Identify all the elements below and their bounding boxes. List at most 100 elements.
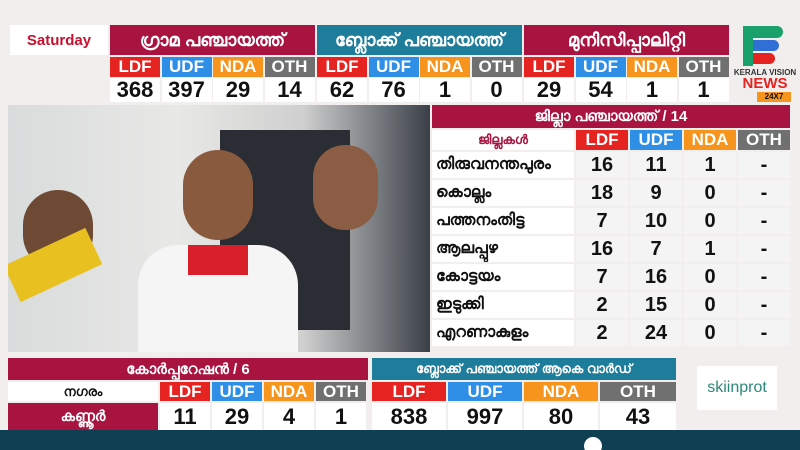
ward-udf: 997 [448,403,522,430]
oth-header: OTH [678,57,729,77]
district-name: ആലപ്പുഴ [432,236,574,262]
udf-header: UDF [448,382,522,401]
udf-seats: 24 [630,320,682,346]
district-row: തിരുവനന്തപുരം 16 11 1- [432,152,790,178]
district-row: പത്തനംതിട്ട 7 10 0- [432,208,790,234]
ldf-seats: 2 [576,292,628,318]
logo-news: NEWS [742,75,788,92]
district-name: കോട്ടയം [432,264,574,290]
sponsor-logo: skiinprot [697,366,777,410]
oth-seats: - [738,264,790,290]
corporation-panel: കോർപ്പറേഷൻ / 6 നഗരം LDF UDF NDA OTH കണ്ണ… [8,358,368,430]
ldf-seats: 2 [576,320,628,346]
nda-seats: 0 [684,320,736,346]
oth-seats: - [738,180,790,206]
oth-header: OTH [471,57,522,77]
ldf-header: LDF [160,382,210,401]
block-ward-panel: ബ്ലോക്ക് പഞ്ചായത്ത് ആകെ വാർഡ് LDF UDF ND… [372,358,676,430]
nda-count: 29 [213,77,263,102]
ldf-header: LDF [524,57,574,77]
district-row: ആലപ്പുഴ 16 7 1- [432,236,790,262]
district-row: ഇടുക്കി 2 15 0- [432,292,790,318]
corp-nda: 4 [264,403,314,430]
nda-count: 1 [420,77,470,102]
udf-header: UDF [212,382,262,401]
udf-seats: 15 [630,292,682,318]
ticker-dot-icon [584,437,602,450]
corporation-col-header: നഗരം [8,382,158,401]
board-title: ബ്ലോക്ക് പഞ്ചായത്ത് [317,25,522,55]
udf-count: 397 [161,77,212,102]
ldf-seats: 16 [576,152,628,178]
nda-header: NDA [524,382,598,401]
logo: KERALA VISION NEWS 24X7 [734,24,796,102]
block-ward-title: ബ്ലോക്ക് പഞ്ചായത്ത് ആകെ വാർഡ് [372,358,676,380]
ward-nda: 80 [524,403,598,430]
ldf-seats: 18 [576,180,628,206]
nda-header: NDA [264,382,314,401]
nda-header: NDA [627,57,677,77]
ldf-header: LDF [576,130,628,150]
ticker-bar [0,430,800,450]
nda-header: NDA [684,130,736,150]
ldf-header: LDF [372,382,446,401]
oth-header: OTH [316,382,366,401]
ldf-header: LDF [110,57,160,77]
udf-count: 76 [368,77,419,102]
udf-count: 54 [575,77,626,102]
district-name: കൊല്ലം [432,180,574,206]
ldf-header: LDF [317,57,367,77]
ldf-count: 29 [524,77,574,102]
nda-seats: 1 [684,152,736,178]
video-feed [8,105,430,352]
corp-ldf: 11 [160,403,210,430]
oth-seats: - [738,292,790,318]
nda-header: NDA [420,57,470,77]
district-name: എറണാകുളം [432,320,574,346]
district-col-header: ജില്ലകൾ [432,130,574,150]
udf-seats: 7 [630,236,682,262]
oth-header: OTH [738,130,790,150]
corp-udf: 29 [212,403,262,430]
ldf-count: 368 [110,77,160,102]
nda-seats: 0 [684,292,736,318]
board-title: മുനിസിപ്പാലിറ്റി [524,25,729,55]
nda-seats: 0 [684,208,736,234]
oth-count: 14 [264,77,315,102]
udf-header: UDF [161,57,212,77]
nda-seats: 0 [684,264,736,290]
logo-text: KERALA VISION [733,68,797,77]
district-name: ഇടുക്കി [432,292,574,318]
udf-seats: 9 [630,180,682,206]
district-row: കൊല്ലം 18 9 0- [432,180,790,206]
ldf-count: 62 [317,77,367,102]
udf-header: UDF [575,57,626,77]
udf-seats: 10 [630,208,682,234]
district-name: തിരുവനന്തപുരം [432,152,574,178]
ward-oth: 43 [600,403,676,430]
oth-seats: - [738,236,790,262]
board-title: ഗ്രാമ പഞ്ചായത്ത് [110,25,315,55]
district-row: എറണാകുളം 2 24 0- [432,320,790,346]
udf-seats: 11 [630,152,682,178]
corporation-title: കോർപ്പറേഷൻ / 6 [8,358,368,380]
oth-seats: - [738,320,790,346]
logo-tag: 24X7 [757,92,791,102]
oth-count: 1 [678,77,729,102]
nda-header: NDA [213,57,263,77]
oth-header: OTH [264,57,315,77]
district-row: കോട്ടയം 7 16 0- [432,264,790,290]
corporation-city: കണ്ണൂർ [8,403,158,430]
oth-seats: - [738,152,790,178]
ldf-seats: 16 [576,236,628,262]
udf-header: UDF [630,130,682,150]
udf-seats: 16 [630,264,682,290]
corp-oth: 1 [316,403,366,430]
ldf-seats: 7 [576,208,628,234]
oth-header: OTH [600,382,676,401]
nda-count: 1 [627,77,677,102]
nda-seats: 0 [684,180,736,206]
district-name: പത്തനംതിട്ട [432,208,574,234]
udf-header: UDF [368,57,419,77]
district-panchayat-table: ജില്ലാ പഞ്ചായത്ത് / 14 ജില്ലകൾ LDF UDF N… [432,105,790,346]
